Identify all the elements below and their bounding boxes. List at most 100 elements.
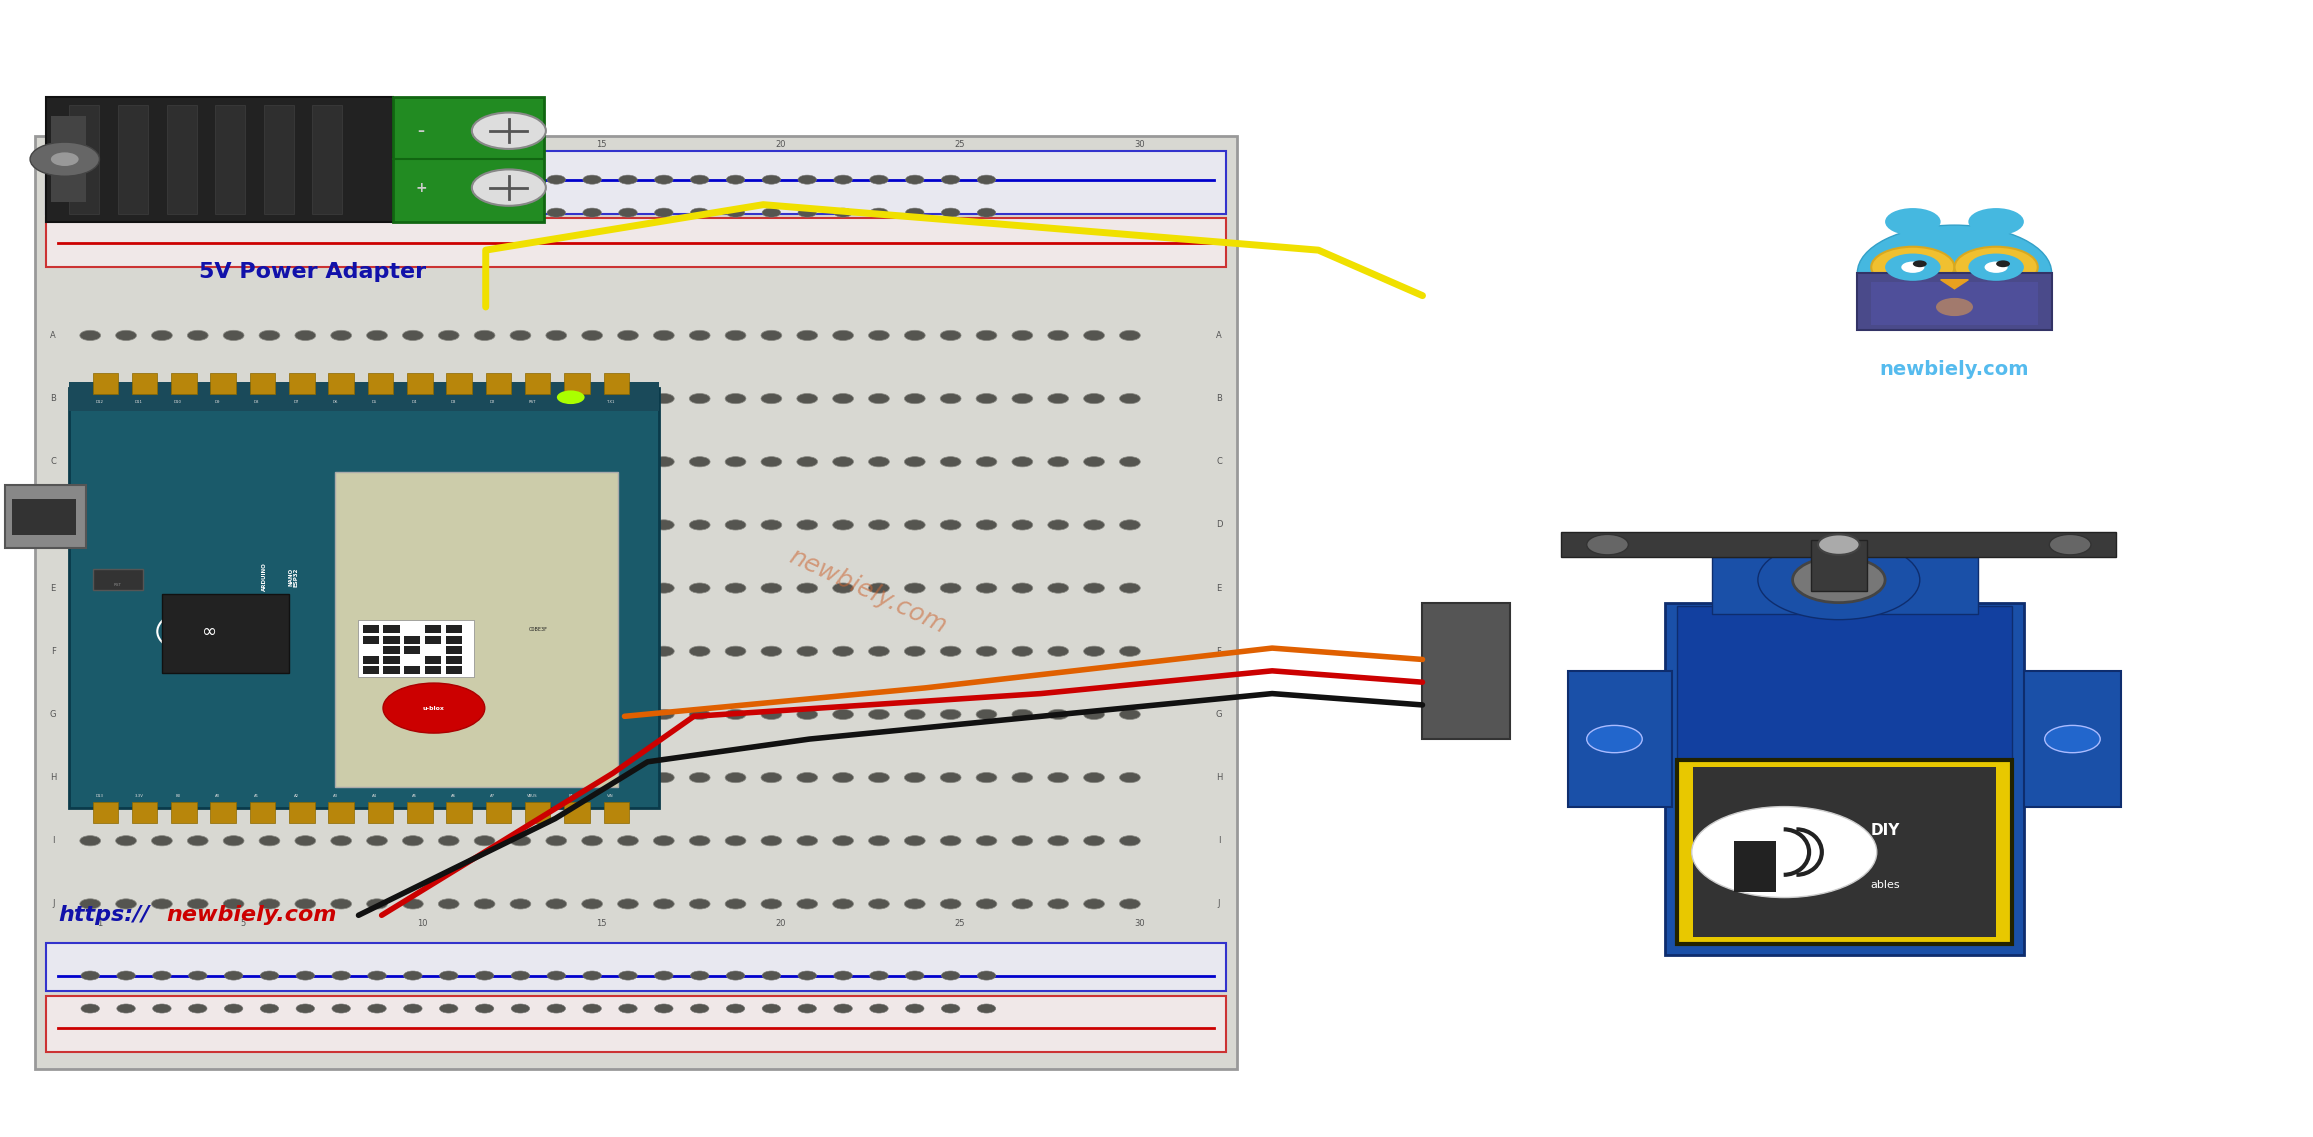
Circle shape bbox=[689, 898, 710, 910]
Bar bbox=[407, 373, 433, 393]
Text: C: C bbox=[51, 457, 56, 466]
Circle shape bbox=[509, 836, 530, 846]
Bar bbox=[1693, 767, 1996, 937]
Circle shape bbox=[726, 175, 745, 184]
Circle shape bbox=[1011, 898, 1032, 910]
Circle shape bbox=[904, 709, 925, 720]
Circle shape bbox=[402, 457, 423, 467]
Circle shape bbox=[939, 646, 960, 656]
Bar bbox=[1712, 557, 1978, 614]
Circle shape bbox=[252, 706, 284, 722]
Text: B1: B1 bbox=[569, 795, 574, 798]
Circle shape bbox=[618, 457, 638, 467]
Circle shape bbox=[509, 457, 530, 467]
Text: F: F bbox=[1217, 647, 1221, 656]
Circle shape bbox=[150, 772, 171, 782]
Circle shape bbox=[331, 457, 352, 467]
Circle shape bbox=[904, 772, 925, 782]
Circle shape bbox=[222, 709, 243, 720]
Circle shape bbox=[116, 709, 136, 720]
Circle shape bbox=[689, 393, 710, 404]
Circle shape bbox=[867, 583, 888, 594]
Circle shape bbox=[583, 1004, 601, 1013]
Circle shape bbox=[116, 208, 134, 217]
Circle shape bbox=[904, 898, 925, 910]
Circle shape bbox=[116, 583, 136, 594]
Bar bbox=[35, 136, 1237, 1069]
Text: DIY: DIY bbox=[1871, 822, 1899, 838]
Circle shape bbox=[652, 772, 673, 782]
Circle shape bbox=[870, 175, 888, 184]
Circle shape bbox=[939, 457, 960, 467]
Circle shape bbox=[51, 152, 79, 166]
Circle shape bbox=[222, 709, 243, 720]
Text: 20: 20 bbox=[775, 140, 786, 149]
Circle shape bbox=[222, 331, 243, 341]
Bar bbox=[69, 388, 659, 807]
Circle shape bbox=[796, 898, 816, 910]
Circle shape bbox=[581, 836, 601, 846]
Text: A0: A0 bbox=[215, 795, 220, 798]
Bar bbox=[210, 802, 236, 822]
Bar bbox=[210, 373, 236, 393]
Circle shape bbox=[583, 971, 601, 980]
Circle shape bbox=[222, 836, 243, 846]
Circle shape bbox=[904, 1004, 923, 1013]
Circle shape bbox=[79, 898, 99, 910]
Circle shape bbox=[581, 709, 601, 720]
Circle shape bbox=[904, 520, 925, 530]
Circle shape bbox=[581, 393, 601, 404]
Circle shape bbox=[259, 520, 280, 530]
Text: 5: 5 bbox=[241, 140, 245, 149]
Text: ables: ables bbox=[1869, 880, 1899, 890]
Circle shape bbox=[761, 175, 779, 184]
Circle shape bbox=[259, 520, 280, 530]
Circle shape bbox=[109, 517, 141, 533]
Circle shape bbox=[116, 646, 136, 656]
Circle shape bbox=[509, 520, 530, 530]
Circle shape bbox=[1119, 646, 1140, 656]
Circle shape bbox=[1011, 520, 1032, 530]
Circle shape bbox=[761, 971, 779, 980]
Circle shape bbox=[474, 520, 495, 530]
Circle shape bbox=[939, 836, 960, 846]
Circle shape bbox=[187, 457, 208, 467]
Circle shape bbox=[724, 836, 745, 846]
Bar bbox=[5, 485, 86, 548]
Circle shape bbox=[472, 169, 546, 206]
Text: D4: D4 bbox=[412, 400, 416, 404]
Circle shape bbox=[689, 175, 708, 184]
Circle shape bbox=[976, 393, 997, 404]
Circle shape bbox=[976, 331, 997, 341]
Circle shape bbox=[187, 971, 206, 980]
Circle shape bbox=[724, 457, 745, 467]
Circle shape bbox=[655, 208, 673, 217]
Circle shape bbox=[1119, 393, 1140, 404]
Text: B0: B0 bbox=[176, 795, 180, 798]
Circle shape bbox=[796, 457, 816, 467]
Circle shape bbox=[180, 706, 213, 722]
Circle shape bbox=[259, 583, 280, 594]
Circle shape bbox=[294, 898, 315, 910]
Circle shape bbox=[402, 709, 423, 720]
Bar bbox=[363, 666, 379, 674]
Circle shape bbox=[1048, 331, 1069, 341]
Circle shape bbox=[796, 583, 816, 594]
Circle shape bbox=[437, 331, 458, 341]
Circle shape bbox=[939, 772, 960, 782]
Circle shape bbox=[867, 331, 888, 341]
Circle shape bbox=[116, 393, 136, 404]
Circle shape bbox=[761, 208, 779, 217]
Circle shape bbox=[724, 331, 745, 341]
Circle shape bbox=[689, 709, 710, 720]
Circle shape bbox=[976, 520, 997, 530]
Circle shape bbox=[724, 646, 745, 656]
Circle shape bbox=[724, 772, 745, 782]
Text: D5: D5 bbox=[372, 400, 377, 404]
Circle shape bbox=[217, 517, 250, 533]
Text: 5V Power Adapter: 5V Power Adapter bbox=[199, 262, 426, 282]
Bar bbox=[51, 116, 86, 202]
Circle shape bbox=[187, 836, 208, 846]
Circle shape bbox=[402, 1004, 421, 1013]
Bar bbox=[46, 151, 1226, 214]
